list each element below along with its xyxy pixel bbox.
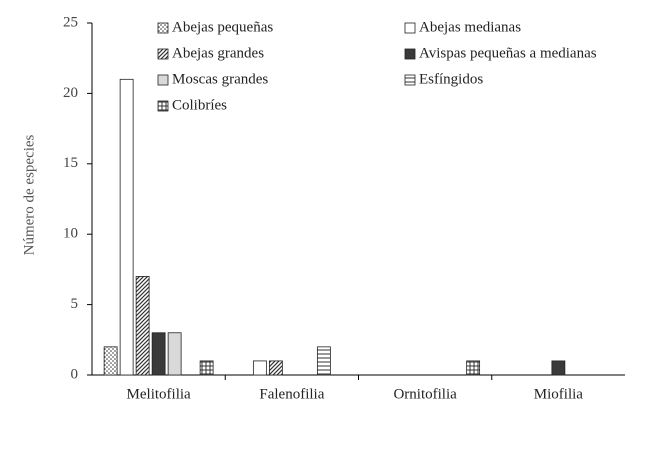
x-tick-label: Miofilia [534, 386, 584, 402]
y-tick-label: 0 [71, 366, 79, 382]
legend-label: Abejas pequeñas [172, 19, 273, 35]
x-tick-label: Melitofilia [127, 386, 191, 402]
bar [103, 346, 118, 376]
y-tick-label: 20 [63, 85, 78, 101]
bar [135, 276, 150, 376]
bar [167, 332, 182, 376]
legend-label: Colibríes [172, 97, 227, 113]
legend-swatch [157, 48, 169, 60]
legend-label: Esfíngidos [419, 71, 483, 87]
bar [151, 332, 166, 376]
bar [316, 346, 331, 376]
bar [252, 360, 267, 376]
legend-label: Abejas grandes [172, 45, 264, 61]
bar [551, 360, 566, 376]
bar [268, 360, 283, 376]
y-tick-label: 10 [63, 226, 78, 242]
x-tick-label: Falenofilia [259, 386, 324, 402]
y-tick-label: 25 [63, 14, 78, 30]
legend-label: Moscas grandes [172, 71, 268, 87]
legend-swatch [157, 74, 169, 86]
y-axis-label: Número de especies [21, 134, 37, 255]
legend-swatch [404, 22, 416, 34]
y-tick-label: 15 [63, 155, 78, 171]
bar [466, 360, 481, 376]
legend-swatch [157, 100, 169, 112]
bar [119, 78, 134, 376]
x-tick-label: Ornitofilia [393, 386, 457, 402]
legend-swatch [404, 74, 416, 86]
legend-label: Abejas medianas [419, 19, 521, 35]
legend-swatch [404, 48, 416, 60]
y-tick-label: 5 [71, 296, 79, 312]
legend-label: Avispas pequeñas a medianas [419, 45, 597, 61]
legend-swatch [157, 22, 169, 34]
bar [199, 360, 214, 376]
